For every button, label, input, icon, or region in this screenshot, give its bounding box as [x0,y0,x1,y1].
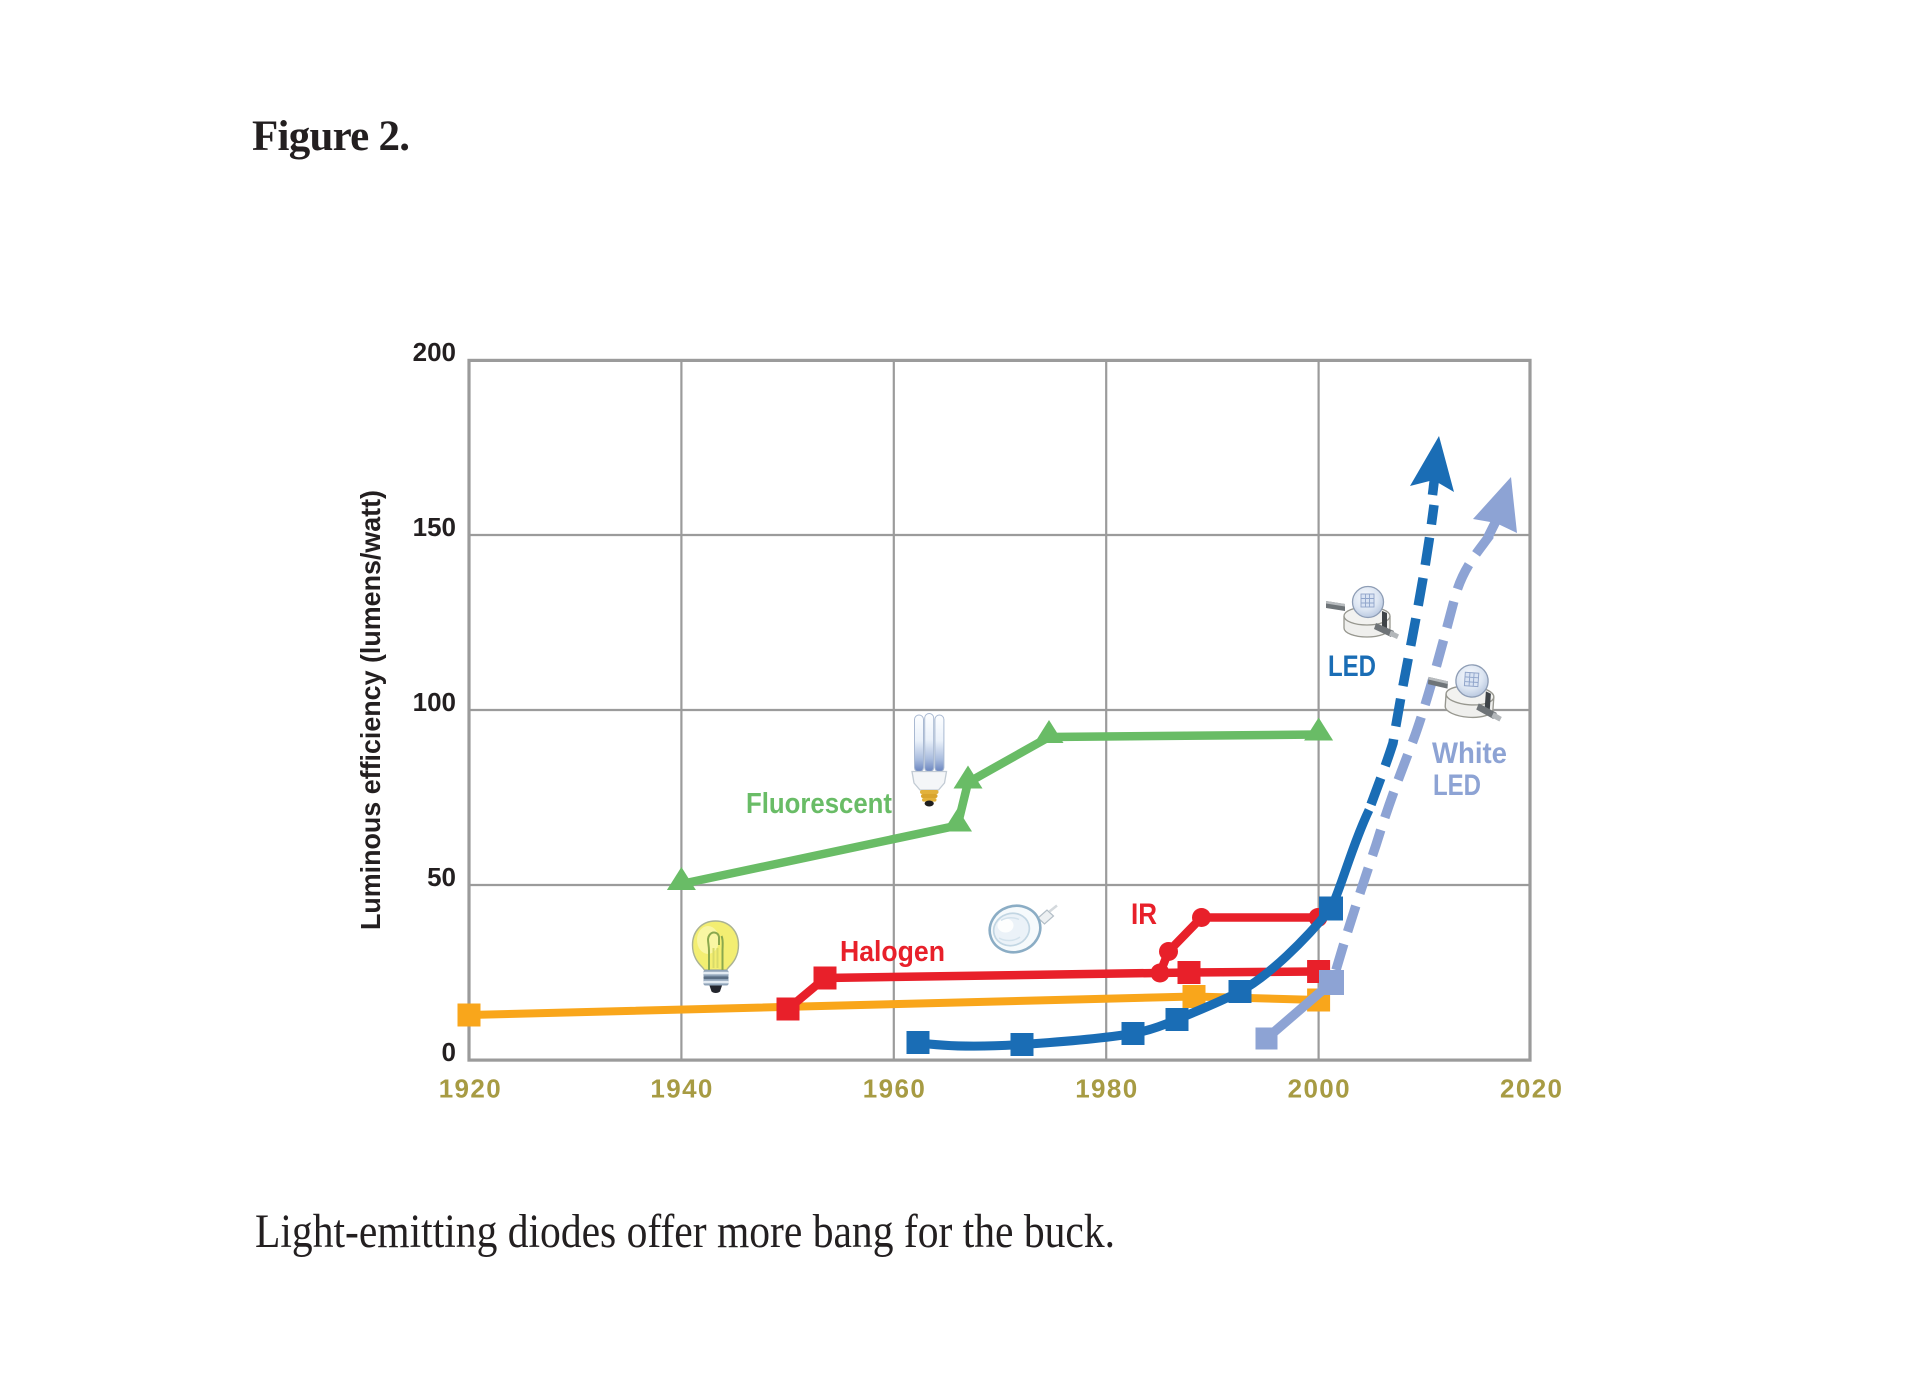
svg-text:0: 0 [442,1037,456,1067]
svg-text:1920: 1920 [439,1074,501,1104]
svg-text:IR: IR [1131,898,1157,931]
svg-text:200: 200 [413,337,456,367]
svg-text:1960: 1960 [863,1074,925,1104]
svg-text:100: 100 [413,687,456,717]
svg-text:1980: 1980 [1075,1074,1137,1104]
svg-text:2000: 2000 [1288,1074,1350,1104]
svg-text:LED: LED [1328,650,1376,683]
svg-text:White: White [1432,737,1507,770]
svg-text:Luminous efficiency (lumens/wa: Luminous efficiency (lumens/watt) [355,490,386,930]
svg-text:2020: 2020 [1500,1074,1562,1104]
svg-text:Light-emitting diodes offer mo: Light-emitting diodes offer more bang fo… [255,1205,1115,1258]
svg-text:LED: LED [1433,769,1481,802]
svg-text:50: 50 [427,862,456,892]
svg-text:150: 150 [413,512,456,542]
svg-text:Figure 2.: Figure 2. [252,113,410,160]
svg-text:Halogen: Halogen [840,936,945,968]
svg-text:Fluorescent: Fluorescent [746,788,892,820]
svg-text:1940: 1940 [650,1074,712,1104]
